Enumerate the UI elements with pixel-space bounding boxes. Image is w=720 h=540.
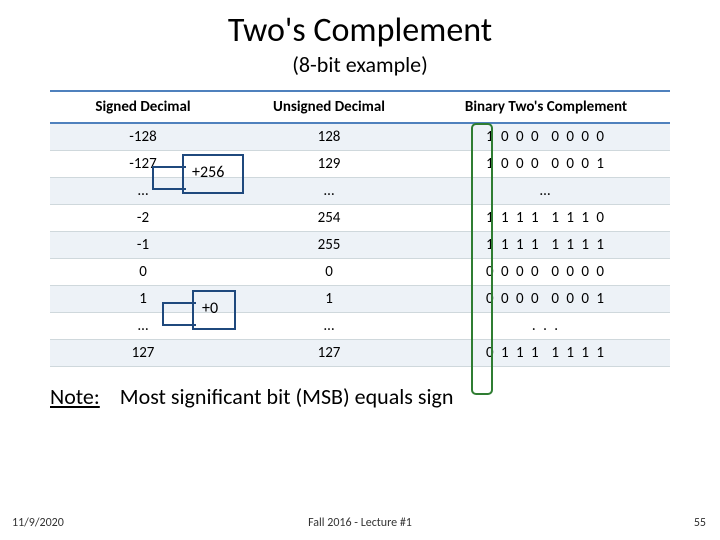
page-subtitle: (8-bit example) [0, 51, 720, 78]
cell-signed: … [50, 178, 236, 205]
col-unsigned: Unsigned Decimal [236, 91, 422, 123]
cell-binary: 1 0 0 0 0 0 0 1 [422, 151, 670, 178]
cell-binary: … [422, 178, 670, 205]
cell-signed: 0 [50, 259, 236, 286]
table-row: 000 0 0 0 0 0 0 0 [50, 259, 670, 286]
cell-binary: 1 1 1 1 1 1 1 1 [422, 232, 670, 259]
cell-unsigned: 254 [236, 205, 422, 232]
cell-unsigned: 128 [236, 123, 422, 151]
slide: Two's Complement (8-bit example) Signed … [0, 0, 720, 540]
cell-binary: . . . [422, 313, 670, 340]
cell-binary: 1 1 1 1 1 1 1 0 [422, 205, 670, 232]
table-row: ……… [50, 178, 670, 205]
footer-page-number: 55 [694, 516, 706, 530]
col-signed: Signed Decimal [50, 91, 236, 123]
cell-unsigned: 129 [236, 151, 422, 178]
cell-unsigned: … [236, 178, 422, 205]
table-row: -22541 1 1 1 1 1 1 0 [50, 205, 670, 232]
col-binary: Binary Two's Complement [422, 91, 670, 123]
cell-unsigned: 0 [236, 259, 422, 286]
table-header-row: Signed Decimal Unsigned Decimal Binary T… [50, 91, 670, 123]
twos-complement-table: Signed Decimal Unsigned Decimal Binary T… [50, 90, 670, 367]
cell-unsigned: 127 [236, 340, 422, 367]
cell-unsigned: … [236, 313, 422, 340]
cell-unsigned: 1 [236, 286, 422, 313]
cell-signed: -2 [50, 205, 236, 232]
table-row: ……. . . [50, 313, 670, 340]
note-text: Most significant bit (MSB) equals sign [120, 383, 454, 410]
cell-unsigned: 255 [236, 232, 422, 259]
table-row: -1281281 0 0 0 0 0 0 0 [50, 123, 670, 151]
table-row: 110 0 0 0 0 0 0 1 [50, 286, 670, 313]
cell-binary: 0 0 0 0 0 0 0 1 [422, 286, 670, 313]
cell-signed: -128 [50, 123, 236, 151]
cell-signed: 127 [50, 340, 236, 367]
cell-signed: … [50, 313, 236, 340]
table-row: -1271291 0 0 0 0 0 0 1 [50, 151, 670, 178]
cell-binary: 1 0 0 0 0 0 0 0 [422, 123, 670, 151]
page-title: Two's Complement [0, 10, 720, 51]
table-row: 1271270 1 1 1 1 1 1 1 [50, 340, 670, 367]
cell-signed: 1 [50, 286, 236, 313]
table-container: Signed Decimal Unsigned Decimal Binary T… [50, 90, 670, 367]
cell-signed: -1 [50, 232, 236, 259]
cell-binary: 0 1 1 1 1 1 1 1 [422, 340, 670, 367]
table-row: -12551 1 1 1 1 1 1 1 [50, 232, 670, 259]
cell-binary: 0 0 0 0 0 0 0 0 [422, 259, 670, 286]
note-label: Note: [50, 383, 100, 410]
footer-center: Fall 2016 - Lecture #1 [0, 516, 720, 530]
cell-signed: -127 [50, 151, 236, 178]
note-row: Note: Most significant bit (MSB) equals … [50, 383, 670, 410]
